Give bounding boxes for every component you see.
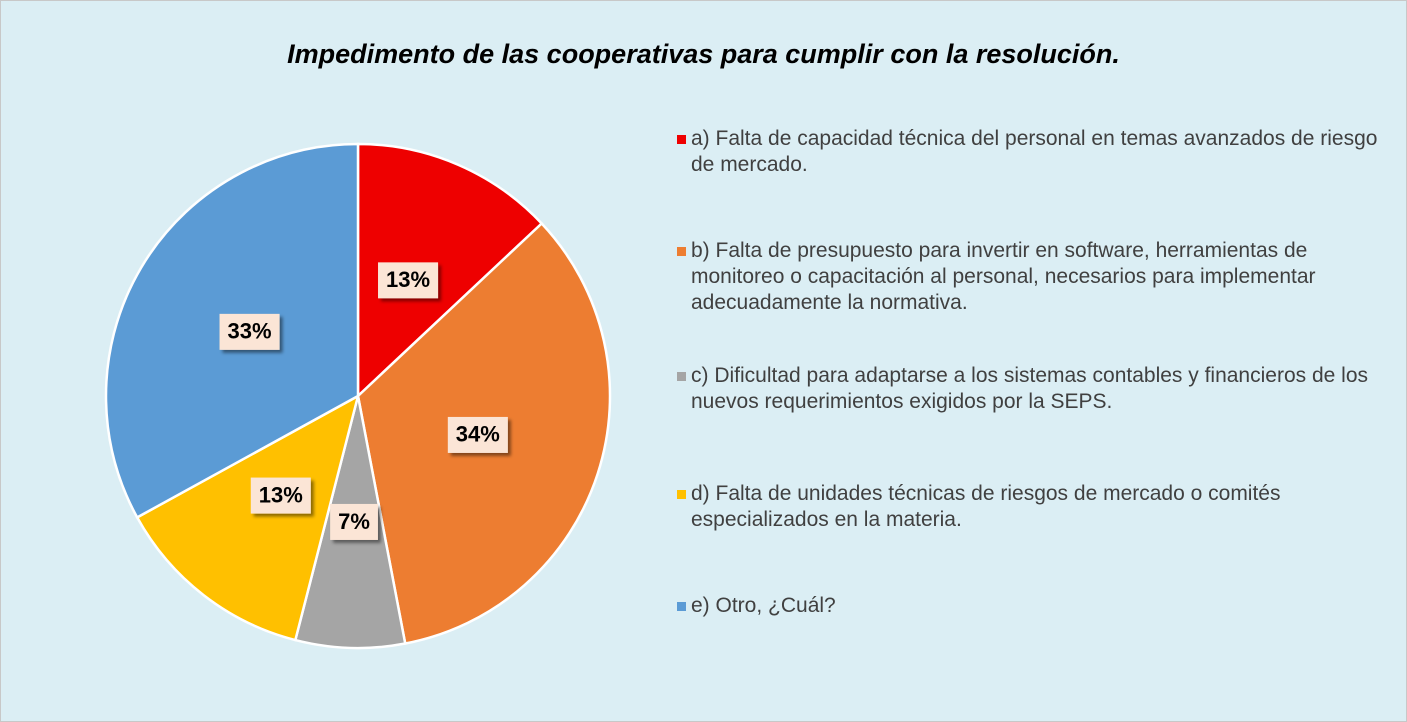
data-label-box [378, 262, 439, 299]
data-label: 34% [447, 416, 508, 453]
chart-title: Impedimento de las cooperativas para cum… [287, 39, 1120, 69]
pie-slice [356, 142, 544, 399]
data-label-text: 33% [228, 319, 272, 344]
legend-label: e) Otro, ¿Cuál? [691, 594, 836, 617]
data-label-text: 7% [338, 509, 370, 534]
legend-marker [677, 602, 686, 611]
legend-entry: e) Otro, ¿Cuál? [677, 593, 1397, 619]
legend-marker [677, 247, 686, 256]
data-label-text: 34% [456, 422, 500, 447]
legend-label: b) Falta de presupuesto para invertir en… [691, 239, 1316, 314]
legend-entry: d) Falta de unidades técnicas de riesgos… [677, 481, 1397, 533]
data-label: 13% [250, 477, 311, 514]
data-label-box [250, 477, 311, 514]
data-label-box [447, 416, 508, 453]
data-label-box [330, 503, 378, 540]
data-label-box [219, 313, 280, 350]
data-label: 33% [219, 313, 280, 350]
legend-label: d) Falta de unidades técnicas de riesgos… [691, 482, 1281, 531]
legend-entry: c) Dificultad para adaptarse a los siste… [677, 363, 1397, 415]
legend-label: c) Dificultad para adaptarse a los siste… [691, 364, 1369, 413]
data-label-text: 13% [386, 267, 430, 292]
pie-slice [135, 393, 360, 642]
legend-marker [677, 490, 686, 499]
legend-marker [677, 372, 686, 381]
legend-entry: b) Falta de presupuesto para invertir en… [677, 238, 1397, 316]
legend-entry: a) Falta de capacidad técnica del person… [677, 126, 1397, 178]
data-label-text: 13% [259, 482, 303, 507]
data-label: 7% [330, 503, 378, 540]
legend-marker [677, 135, 686, 144]
legend-label: a) Falta de capacidad técnica del person… [691, 127, 1378, 176]
data-label: 13% [378, 262, 439, 299]
